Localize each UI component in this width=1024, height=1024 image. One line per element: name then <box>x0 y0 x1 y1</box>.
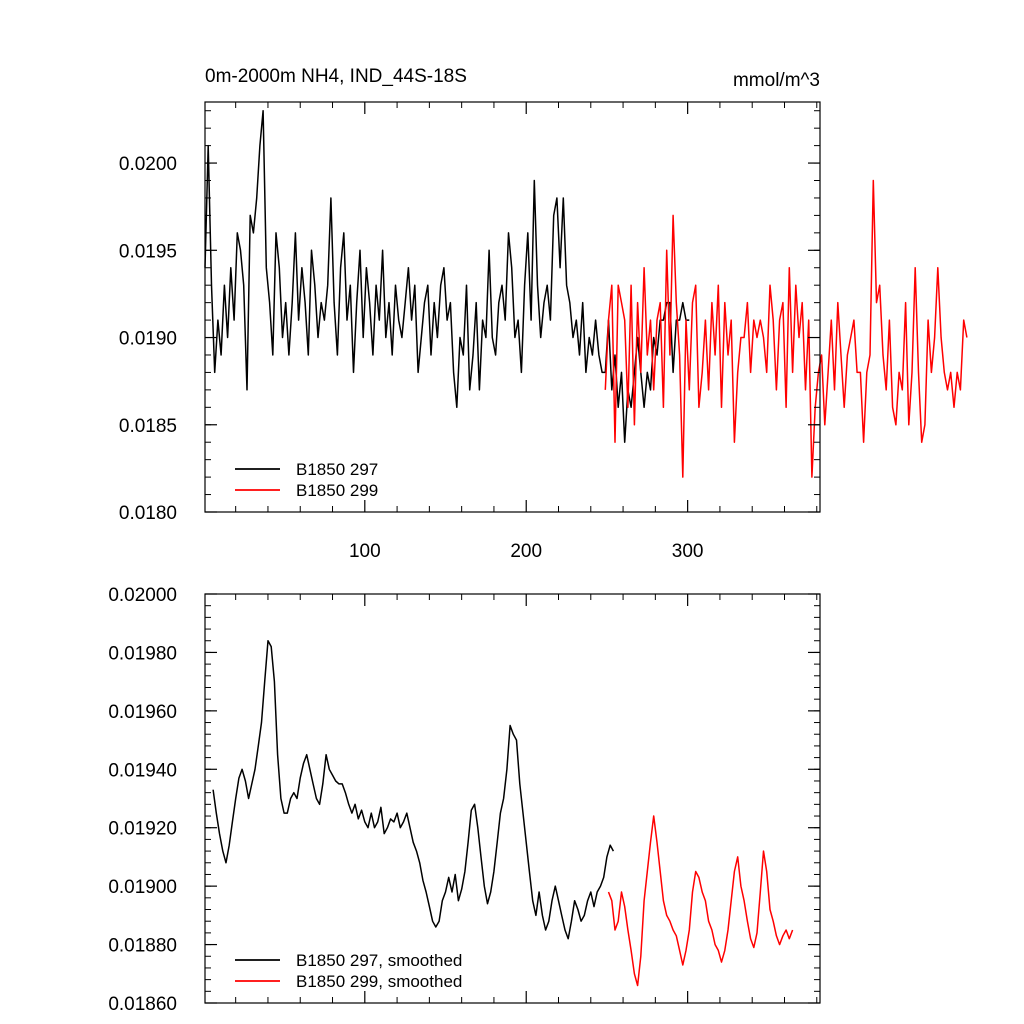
bottom-chart-y-tick-label: 0.01920 <box>108 819 177 840</box>
top-chart-y-tick-label: 0.0185 <box>119 416 177 437</box>
bottom-chart-y-tick-label: 0.01940 <box>108 760 177 781</box>
top-chart-title: 0m-2000m NH4, IND_44S-18S <box>205 66 467 87</box>
top-chart-units: mmol/m^3 <box>733 70 820 91</box>
bottom-chart-y-tick-label: 0.02000 <box>108 585 177 606</box>
top-chart-y-tick-label: 0.0190 <box>119 329 177 350</box>
top-chart-x-tick-label: 200 <box>510 541 542 562</box>
top-chart-y-tick-label: 0.0180 <box>119 503 177 524</box>
bottom-chart-legend-label: B1850 297, smoothed <box>296 951 462 970</box>
top-chart-y-tick-label: 0.0195 <box>119 241 177 262</box>
top-chart-plot-frame <box>204 101 821 513</box>
top-chart-legend-label: B1850 297 <box>296 460 378 479</box>
bottom-chart: 0.01860 0.01880 0.01900 0.01920 0.01940 0.019… <box>108 585 821 1015</box>
bottom-chart-plot-frame <box>204 593 821 1004</box>
top-chart-x-tick-label: 100 <box>349 541 381 562</box>
top-chart-legend-label: B1850 299 <box>296 481 378 500</box>
top-chart: 0m-2000m NH4, IND_44S-18S mmol/m^3 100 20… <box>119 66 968 562</box>
bottom-chart-y-tick-label: 0.01860 <box>108 994 177 1015</box>
top-chart-series-299-line <box>604 179 968 478</box>
bottom-chart-series-297-line <box>212 639 615 940</box>
bottom-chart-y-tick-label: 0.01900 <box>108 877 177 898</box>
top-chart-x-tick-label: 300 <box>672 541 704 562</box>
bottom-chart-series-299-line <box>607 815 794 987</box>
top-chart-y-tick-label: 0.0200 <box>119 154 177 175</box>
bottom-chart-y-tick-label: 0.01960 <box>108 702 177 723</box>
bottom-chart-legend-label: B1850 299, smoothed <box>296 972 462 991</box>
bottom-chart-y-tick-label: 0.01980 <box>108 643 177 664</box>
bottom-chart-y-tick-label: 0.01880 <box>108 936 177 957</box>
